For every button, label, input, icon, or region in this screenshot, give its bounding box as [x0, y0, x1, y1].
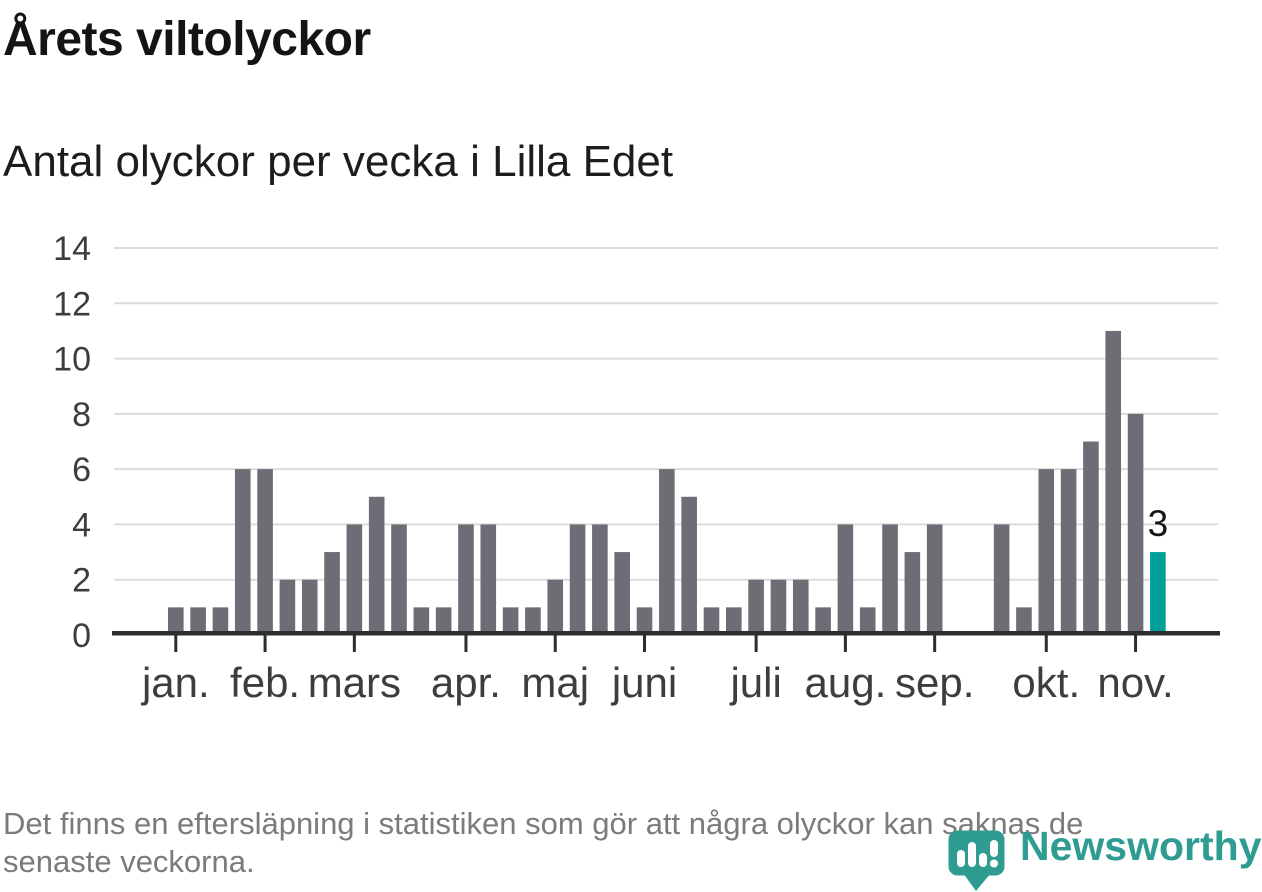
x-axis-label-apr: apr. [431, 659, 501, 706]
bar [168, 607, 184, 635]
x-axis-label-okt: okt. [1012, 659, 1080, 706]
bar [904, 552, 921, 635]
y-axis-label-12: 12 [53, 285, 91, 323]
x-axis-line [112, 631, 1220, 636]
x-axis-label-juli: juli [728, 659, 781, 706]
bar [279, 579, 296, 635]
chart-title: Årets viltolyckor [3, 13, 371, 66]
bar [547, 579, 564, 635]
newsworthy-wordmark: Newsworthy [1020, 823, 1262, 869]
bar [882, 524, 898, 635]
bar [480, 524, 497, 635]
bar [748, 579, 764, 635]
bar [1105, 330, 1122, 635]
bar [659, 469, 675, 635]
bar [1060, 469, 1077, 635]
bar [346, 524, 363, 635]
y-axis-label-8: 8 [72, 396, 91, 434]
highlighted-bar [1150, 552, 1166, 635]
x-tick-juni [643, 635, 647, 652]
bar [234, 469, 251, 635]
bar [324, 552, 340, 635]
bar [1127, 413, 1144, 635]
footnote: Det finns en eftersläpning i statistiken… [3, 805, 1083, 881]
bar [257, 469, 273, 635]
bar [859, 607, 876, 635]
bar [413, 607, 430, 635]
y-axis-label-10: 10 [53, 341, 91, 379]
y-axis-label-2: 2 [72, 562, 91, 600]
bar [435, 607, 452, 635]
bar [458, 524, 474, 635]
bar [525, 607, 541, 635]
bar-chart: 0 2 4 6 8 10 12 14 jan. feb. mars apr. maj juni juli au… [53, 230, 1220, 706]
bar [726, 607, 742, 635]
x-axis-label-juni: juni [610, 659, 677, 706]
bar [1083, 441, 1099, 635]
bar [592, 524, 608, 635]
y-axis-label-4: 4 [72, 506, 91, 544]
x-axis-label-jan: jan. [140, 659, 210, 706]
y-axis-label-6: 6 [72, 451, 91, 489]
chart-subtitle: Antal olyckor per vecka i Lilla Edet [3, 137, 674, 186]
footnote-line-1: Det finns en eftersläpning i statistiken… [3, 806, 1084, 841]
bar [190, 607, 206, 635]
x-axis-label-sep: sep. [895, 659, 974, 706]
last-value-annotation: 3 [1148, 503, 1169, 544]
bar [636, 607, 653, 635]
newsworthy-pin-icon [948, 830, 1005, 891]
bar [681, 496, 697, 635]
x-tick-jan [174, 635, 178, 652]
bar [815, 607, 831, 635]
x-tick-juli [754, 635, 758, 652]
x-axis-label-aug: aug. [805, 659, 887, 706]
bar [569, 524, 586, 635]
bar [368, 496, 385, 635]
x-tick-mars [352, 635, 356, 652]
newsworthy-logo: Newsworthy [948, 826, 1262, 892]
x-axis-label-feb: feb. [230, 659, 300, 706]
bar [391, 524, 407, 635]
x-axis-label-maj: maj [521, 659, 589, 706]
bar [703, 607, 720, 635]
bar [502, 607, 519, 635]
y-axis-label-14: 14 [53, 230, 91, 268]
bar [993, 524, 1010, 635]
bar [212, 607, 229, 635]
bar [792, 579, 809, 635]
x-axis-label-nov: nov. [1097, 659, 1173, 706]
x-tick-aug [843, 635, 847, 652]
x-tick-nov [1134, 635, 1138, 652]
x-tick-feb [263, 635, 267, 652]
bar [837, 524, 854, 635]
y-axis-label-0: 0 [72, 617, 91, 655]
bar [1016, 607, 1032, 635]
x-tick-okt [1044, 635, 1048, 652]
bar [301, 579, 318, 635]
bar [770, 579, 787, 635]
x-tick-apr [464, 635, 468, 652]
footnote-line-2: senaste veckorna. [3, 844, 255, 879]
bar [1038, 469, 1055, 635]
bar [926, 524, 943, 635]
x-axis-label-mars: mars [308, 659, 401, 706]
x-tick-sep [933, 635, 937, 652]
bar [614, 552, 630, 635]
x-tick-maj [553, 635, 557, 652]
